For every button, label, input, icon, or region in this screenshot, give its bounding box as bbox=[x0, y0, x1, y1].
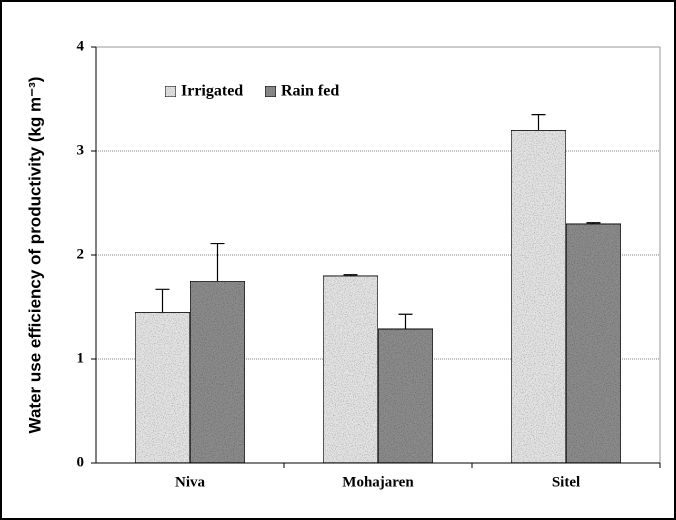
x-tick-label: Niva bbox=[175, 474, 206, 490]
y-tick-label: 3 bbox=[77, 142, 85, 158]
y-axis-label: Water use efficiency of productivity (kg… bbox=[25, 77, 44, 434]
y-tick-label: 4 bbox=[77, 38, 85, 54]
legend-label: Rain fed bbox=[281, 83, 339, 100]
error-bar bbox=[210, 242, 225, 281]
error-bar bbox=[155, 288, 170, 313]
error-bar bbox=[398, 313, 413, 329]
legend-swatch bbox=[164, 85, 177, 98]
y-tick-label: 2 bbox=[77, 246, 85, 262]
x-tick-label: Mohajaren bbox=[342, 474, 414, 490]
legend-label: Irrigated bbox=[181, 83, 243, 100]
bar bbox=[189, 280, 246, 464]
legend-swatch bbox=[264, 85, 277, 98]
y-tick-label: 0 bbox=[77, 454, 85, 470]
error-bar bbox=[343, 274, 358, 276]
bar bbox=[510, 129, 567, 464]
error-bar bbox=[531, 114, 546, 131]
bar bbox=[322, 275, 379, 464]
bar bbox=[377, 328, 434, 464]
error-bar bbox=[586, 222, 601, 224]
bar bbox=[565, 223, 622, 464]
y-tick-label: 1 bbox=[77, 350, 85, 366]
x-tick-label: Sitel bbox=[552, 474, 580, 490]
bar bbox=[134, 311, 191, 464]
